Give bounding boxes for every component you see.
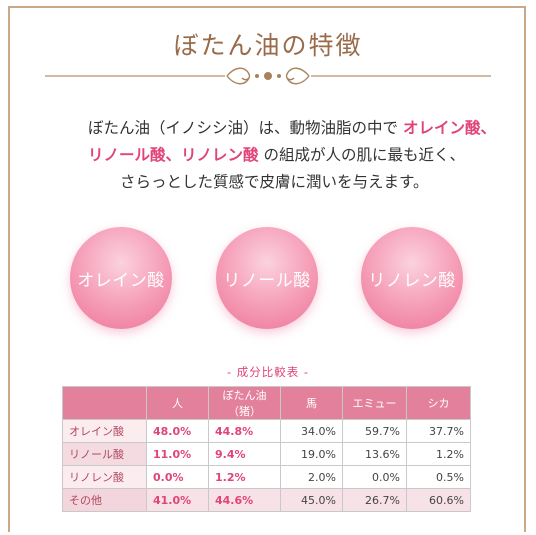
table-row: リノール酸 11.0% 9.4% 19.0% 13.6% 1.2% — [62, 442, 471, 466]
table-cell: 48.0% — [146, 419, 209, 443]
circle-oleic-acid: オレイン酸 — [70, 227, 172, 329]
table-cell: 44.8% — [208, 419, 281, 443]
circle-linoleic-acid: リノール酸 — [216, 227, 318, 329]
table-header: シカ — [406, 386, 471, 420]
table-cell: 0.0% — [342, 465, 407, 489]
table-header: 人 — [146, 386, 209, 420]
table-cell: 37.7% — [406, 419, 471, 443]
table-row: オレイン酸 48.0% 44.8% 34.0% 59.7% 37.7% — [62, 419, 471, 443]
table-cell: 9.4% — [208, 442, 281, 466]
divider-ornament — [45, 67, 491, 85]
intro-line-3: さらっとした質感で皮膚に潤いを与えます。 — [120, 173, 429, 191]
intro-line-1: ぼたん油（イノシシ油）は、動物油脂の中で オレイン酸、 — [88, 119, 496, 137]
table-cell: 11.0% — [146, 442, 209, 466]
table-cell: 0.5% — [406, 465, 471, 489]
intro-line-2: リノール酸、リノレン酸 の組成が人の肌に最も近く、 — [88, 146, 465, 164]
table-header-corner — [62, 386, 147, 420]
table-cell: 0.0% — [146, 465, 209, 489]
table-row: リノレン酸 0.0% 1.2% 2.0% 0.0% 0.5% — [62, 465, 471, 489]
table-cell: 60.6% — [406, 488, 471, 512]
table-cell: 1.2% — [208, 465, 281, 489]
circle-linolenic-acid: リノレン酸 — [361, 227, 463, 329]
table-cell: 1.2% — [406, 442, 471, 466]
intro-text: ぼたん油（イノシシ油）は、動物油脂の中で オレイン酸、 リノール酸、リノレン酸 … — [66, 115, 506, 196]
row-label: その他 — [62, 488, 147, 512]
table-header: 馬 — [280, 386, 343, 420]
table-header: ぼたん油（猪） — [208, 386, 281, 420]
table-header: エミュー — [342, 386, 407, 420]
table-cell: 41.0% — [146, 488, 209, 512]
table-row: その他 41.0% 44.6% 45.0% 26.7% 60.6% — [62, 488, 471, 512]
table-cell: 44.6% — [208, 488, 281, 512]
table-cell: 19.0% — [280, 442, 343, 466]
page-title: ぼたん油の特徴 — [173, 31, 363, 60]
row-label: リノール酸 — [62, 442, 147, 466]
table-cell: 26.7% — [342, 488, 407, 512]
row-label: リノレン酸 — [62, 465, 147, 489]
table-cell: 45.0% — [280, 488, 343, 512]
table-cell: 34.0% — [280, 419, 343, 443]
comparison-table: 人 ぼたん油（猪） 馬 エミュー シカ オレイン酸 48.0% 44.8% 34… — [62, 386, 471, 512]
table-header-row: 人 ぼたん油（猪） 馬 エミュー シカ — [62, 386, 471, 420]
table-cell: 13.6% — [342, 442, 407, 466]
table-cell: 59.7% — [342, 419, 407, 443]
row-label: オレイン酸 — [62, 419, 147, 443]
table-cell: 2.0% — [280, 465, 343, 489]
table-caption: - 成分比較表 - — [226, 365, 310, 379]
